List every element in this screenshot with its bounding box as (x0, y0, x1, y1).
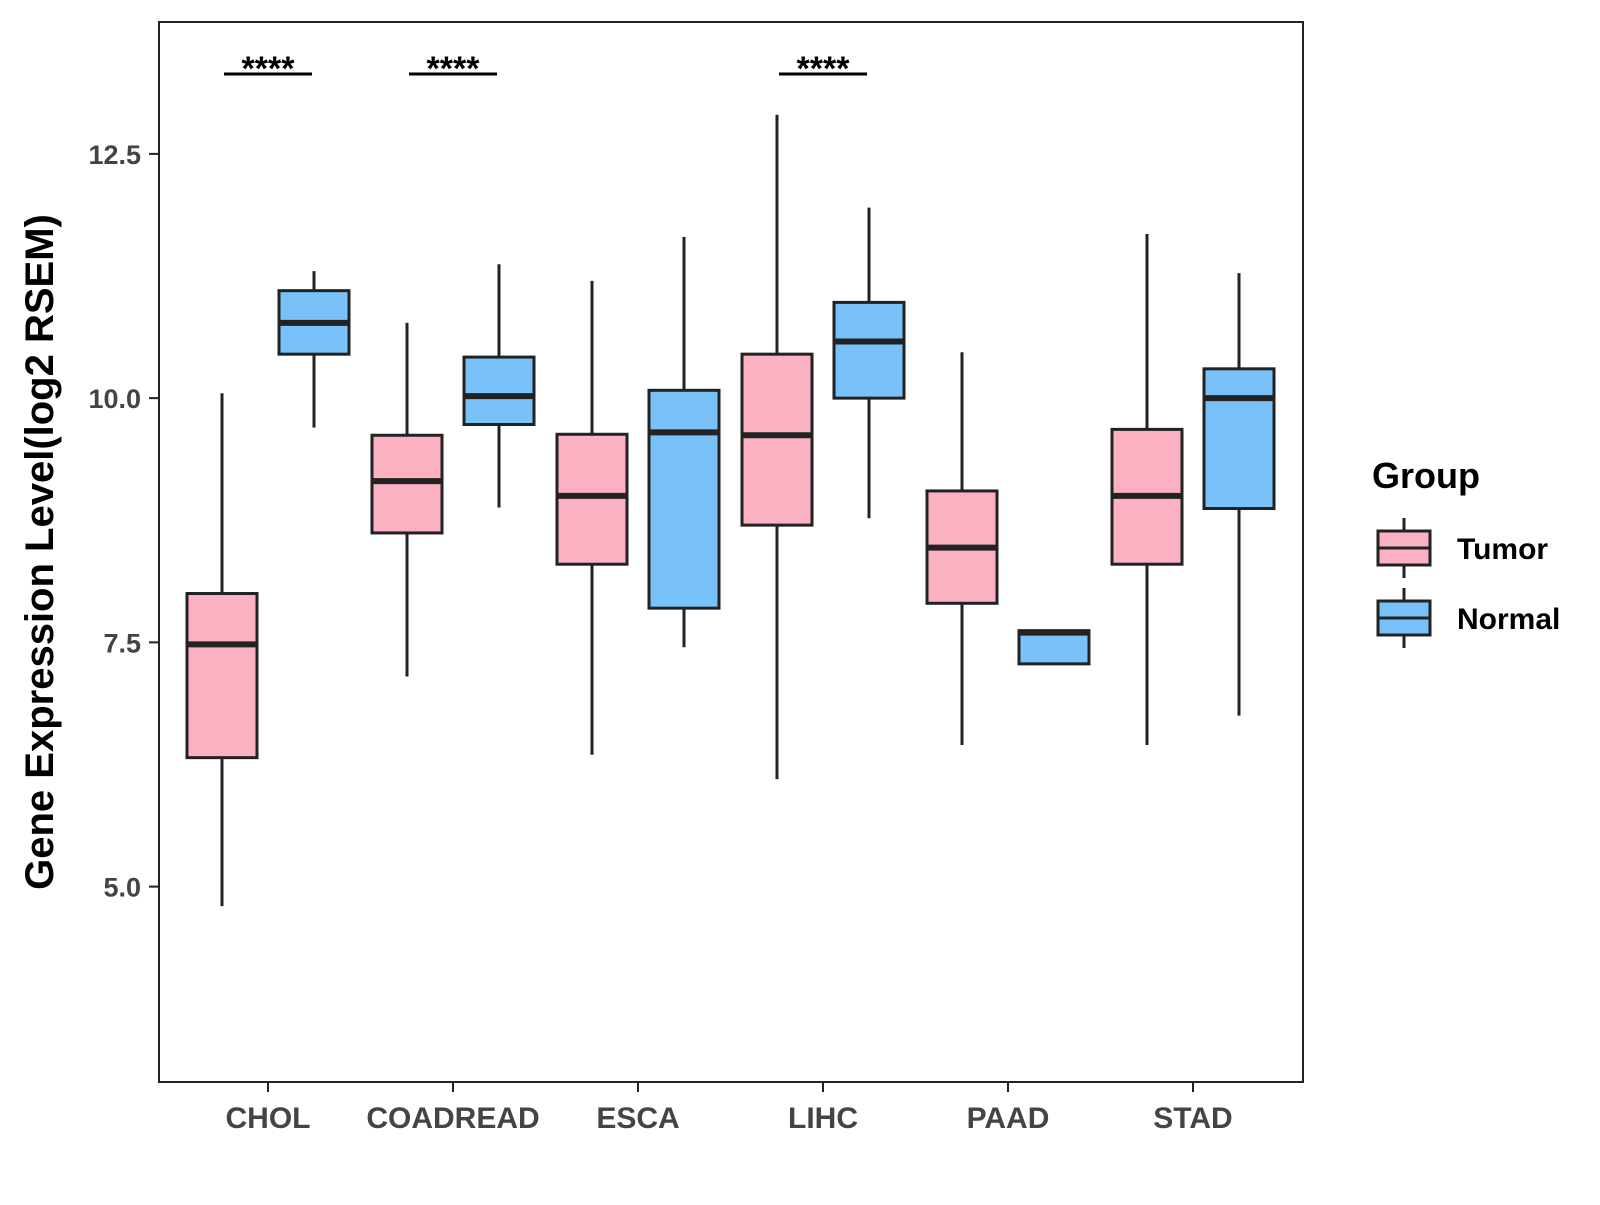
x-tick-label: ESCA (596, 1102, 679, 1135)
box-normal-paad (1017, 629, 1091, 666)
legend-title: Group (1372, 455, 1480, 496)
y-tick-label: 5.0 (103, 873, 141, 903)
box-normal-stad (1202, 273, 1276, 716)
significance-annotations: **** **** **** (224, 50, 867, 88)
box-body (555, 432, 629, 566)
legend-entry-tumor: Tumor (1376, 518, 1548, 578)
box-body (185, 592, 259, 760)
significance-label: **** (242, 50, 296, 88)
box-normal-esca (647, 236, 721, 648)
y-axis-title: Gene Expression Level(log2 RSEM) (18, 214, 62, 890)
box-tumor-lihc (740, 114, 814, 780)
legend: Group Tumor Normal (1372, 455, 1560, 648)
x-axis: CHOL COADREAD ESCA LIHC PAAD STAD (226, 1082, 1233, 1135)
box-normal-coadread (462, 264, 536, 508)
box-body (740, 352, 814, 527)
significance-label: **** (427, 50, 481, 88)
legend-label: Tumor (1457, 533, 1548, 566)
box-tumor-stad (1110, 234, 1184, 745)
y-tick-label: 10.0 (88, 384, 141, 414)
x-tick-label: CHOL (226, 1102, 311, 1135)
box-body (462, 355, 536, 427)
x-tick-label: PAAD (967, 1102, 1050, 1135)
legend-entry-normal: Normal (1376, 588, 1560, 648)
box-tumor-paad (925, 352, 999, 745)
box-body (1202, 367, 1276, 511)
legend-label: Normal (1457, 603, 1560, 636)
box-body (1017, 629, 1091, 666)
y-tick-label: 7.5 (103, 628, 141, 658)
box-tumor-coadread (370, 322, 444, 677)
y-tick-label: 12.5 (88, 140, 141, 170)
box-tumor-chol (185, 393, 259, 907)
box-body (647, 388, 721, 610)
x-tick-label: LIHC (788, 1102, 858, 1135)
legend-entries: Tumor Normal (1376, 518, 1560, 648)
x-tick-label: COADREAD (366, 1102, 539, 1135)
box-body (832, 300, 906, 400)
box-tumor-esca (555, 280, 629, 755)
y-axis: 5.0 7.5 10.0 12.5 (88, 140, 159, 903)
x-tick-label: STAD (1153, 1102, 1232, 1135)
boxes (185, 114, 1276, 907)
significance-label: **** (797, 50, 851, 88)
box-normal-lihc (832, 207, 906, 519)
box-normal-chol (277, 271, 351, 428)
